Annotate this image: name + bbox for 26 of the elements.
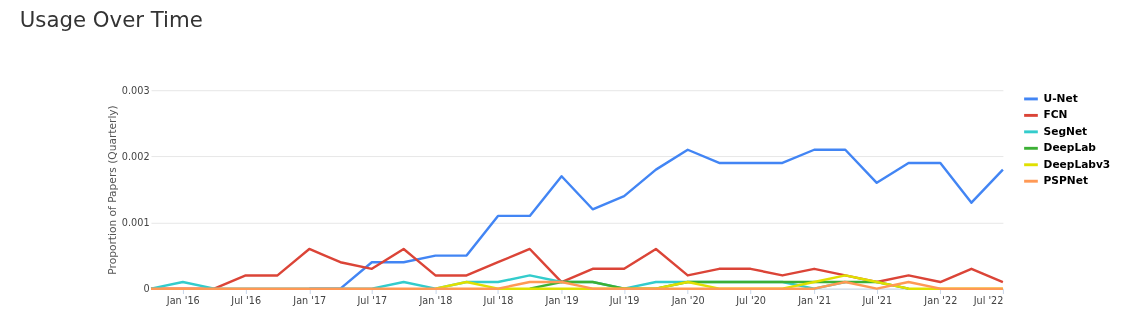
y-tick-label: 0 (143, 283, 150, 295)
x-tick-label: Jul '17 (356, 294, 388, 306)
y-axis-title: Proportion of Papers (Quarterly) (106, 105, 120, 275)
chart-title: Usage Over Time (19, 7, 203, 33)
x-tick-label: Jan '21 (797, 294, 832, 306)
legend-label: U-Net (1043, 91, 1078, 105)
x-tick-label: Jul '16 (230, 294, 262, 306)
x-tick-label: Jul '18 (482, 294, 514, 306)
legend-label: SegNet (1043, 124, 1088, 138)
x-tick-label: Jan '20 (670, 294, 705, 306)
x-tick-label: Jan '22 (923, 294, 958, 306)
x-tick-label: Jul '21 (861, 294, 893, 306)
x-tick-label: Jan '19 (544, 294, 579, 306)
legend-label: FCN (1043, 108, 1068, 122)
legend-label: DeepLabv3 (1043, 157, 1111, 171)
y-tick-label: 0.003 (121, 84, 150, 96)
x-tick-label: Jan '17 (292, 294, 327, 306)
y-tick-label: 0.001 (121, 216, 150, 228)
legend-label: PSPNet (1043, 174, 1088, 188)
x-tick-label: Jan '18 (418, 294, 453, 306)
y-tick-label: 0.002 (121, 150, 150, 162)
x-tick-label: Jul '19 (608, 294, 640, 306)
legend-label: DeepLab (1043, 141, 1097, 155)
x-tick-label: Jul '22 (972, 294, 1004, 306)
x-tick-label: Jan '16 (165, 294, 200, 306)
x-tick-label: Jul '20 (735, 294, 766, 306)
